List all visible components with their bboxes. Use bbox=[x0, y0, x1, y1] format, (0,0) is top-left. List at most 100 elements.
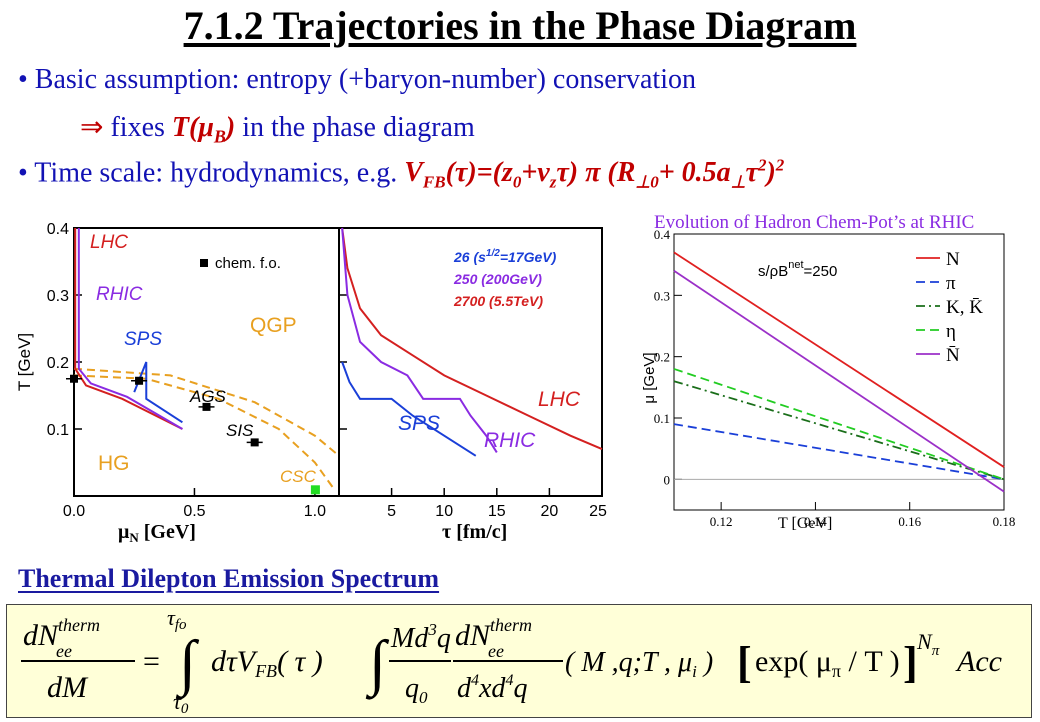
integral-1: ∫ bbox=[175, 629, 200, 700]
label2-sps: SPS bbox=[398, 412, 440, 435]
label-rhic: RHIC bbox=[96, 284, 143, 305]
implies-arrow: ⇒ bbox=[80, 112, 104, 143]
section-subtitle: Thermal Dilepton Emission Spectrum bbox=[18, 564, 440, 593]
chem-pot-xtick-label: 0.18 bbox=[993, 514, 1016, 529]
chem-pot-legend-label-3: η bbox=[946, 321, 956, 342]
panel2-trajectory-1 bbox=[341, 227, 498, 453]
chem-pot-legend: Nπ K, K̄ η N̄ bbox=[916, 249, 983, 366]
chem-pot-xtick-label: 0.12 bbox=[710, 514, 733, 529]
chem-pot-legend-label-1: π bbox=[946, 273, 956, 294]
chem-pot-ticks: 0.12 0.14 0.16 0.18 0 0.1 0.2 0.3 0.4 bbox=[654, 227, 1016, 529]
panel2-xtick-label: 20 bbox=[541, 503, 559, 520]
exp-bracket-close: ] bbox=[903, 638, 918, 687]
chem-pot-ytick-label: 0.4 bbox=[654, 227, 671, 242]
chem-fo-point bbox=[250, 438, 259, 447]
chem-pot-line-2 bbox=[673, 380, 1005, 481]
panel2-xtick-label: 15 bbox=[488, 503, 506, 520]
dilepton-formula-box: dNtherm ee dM = ∫ τfo τ0 dτVFB( τ ) ∫ Md3… bbox=[6, 604, 1032, 718]
panel1-trajectory-0 bbox=[74, 228, 183, 430]
label-sps: SPS bbox=[124, 329, 162, 350]
chem-pot-curves bbox=[673, 251, 1005, 493]
panel2-xlabel: τ [fm/c] bbox=[442, 521, 507, 543]
label-sis: SIS bbox=[226, 421, 254, 440]
chem-pot-xtick-label: 0.14 bbox=[804, 514, 827, 529]
lhs-denominator: dM bbox=[47, 671, 89, 704]
chem-pot-ylabel: μ [GeV] bbox=[641, 352, 658, 403]
panel2-xtick-label: 5 bbox=[387, 503, 396, 520]
label-qgp: QGP bbox=[250, 314, 297, 337]
csc-point bbox=[310, 485, 320, 495]
rate-arguments: ( M ,q;T , μi ) bbox=[565, 647, 713, 681]
panel1-trajectory-1 bbox=[77, 228, 183, 430]
equals-sign: = bbox=[143, 645, 160, 678]
acceptance: Acc bbox=[955, 645, 1002, 678]
label2-rhic: RHIC bbox=[484, 429, 536, 452]
exp-power: Nπ bbox=[916, 629, 940, 659]
integral-2: ∫ bbox=[365, 629, 390, 700]
panel2-xtick-label: 25 bbox=[589, 503, 607, 520]
panel1-ytick-label: 0.4 bbox=[47, 221, 69, 238]
lhs-numerator: dNtherm ee bbox=[23, 615, 100, 661]
panel1-phase-boundary-1 bbox=[73, 367, 340, 457]
exp-bracket-open: [ bbox=[737, 638, 752, 687]
legend-sps-label: 26 (s1/2=17GeV) bbox=[453, 248, 557, 265]
panel1-xtick-label: 0.5 bbox=[183, 503, 205, 520]
integral-upper: τfo bbox=[167, 605, 187, 633]
chem-pot-frame bbox=[673, 233, 1005, 511]
panel2-xtick-label: 10 bbox=[435, 503, 453, 520]
integral-1-body: dτVFB( τ ) bbox=[211, 645, 323, 681]
bullet-assumption: • Basic assumption: entropy (+baryon-num… bbox=[18, 64, 696, 95]
chem-pot-xlabel: T [GeV] bbox=[778, 515, 832, 532]
label-hg: HG bbox=[98, 452, 130, 475]
chem-fo-point bbox=[135, 376, 144, 385]
label-ags: AGS bbox=[189, 387, 227, 406]
dilepton-formula: dNtherm ee dM = ∫ τfo τ0 dτVFB( τ ) ∫ Md3… bbox=[21, 605, 1002, 717]
panel2-trajectory-2 bbox=[341, 361, 477, 457]
chem-pot-legend-label-2: K, K̄ bbox=[946, 297, 983, 318]
t-mu-formula: T(μB) bbox=[171, 112, 236, 147]
chem-pot-chart: Evolution of Hadron Chem-Pot’s at RHIC 0… bbox=[630, 198, 1036, 542]
chem-pot-legend-label-4: N̄ bbox=[946, 345, 960, 366]
label2-lhc: LHC bbox=[538, 388, 581, 411]
chem-fo-point bbox=[202, 402, 211, 411]
exp-body: exp( μπ / T ) bbox=[755, 645, 900, 681]
panel1-xtick-label: 1.0 bbox=[304, 503, 326, 520]
legend-chem-fo-marker bbox=[200, 259, 208, 267]
panel1-ytick-label: 0.1 bbox=[47, 422, 69, 439]
legend-lhc-label: 2700 (5.5TeV) bbox=[453, 293, 543, 309]
panel1-ylabel: T [GeV] bbox=[15, 333, 34, 391]
legend-rhic-label: 250 (200GeV) bbox=[453, 271, 542, 287]
panel1-chem-fo-points bbox=[66, 374, 320, 495]
panel2-curves bbox=[341, 227, 603, 457]
vfb-formula: VFB(τ)=(z0+vzτ) π (R⊥0+ 0.5a⊥τ2)2 bbox=[404, 156, 785, 192]
panel1-ytick-label: 0.2 bbox=[47, 355, 69, 372]
chem-pot-line-3 bbox=[673, 368, 1005, 481]
bullet-fixes: ⇒ fixes T(μB) in the phase diagram bbox=[80, 110, 475, 148]
chem-pot-legend-label-0: N bbox=[946, 249, 960, 270]
chem-pot-ytick-label: 0.3 bbox=[654, 288, 670, 303]
chem-pot-line-4 bbox=[673, 270, 1005, 493]
label-csc: CSC bbox=[280, 467, 317, 486]
panel1-xtick-label: 0.0 bbox=[63, 503, 85, 520]
rate-numerator: dNtherm ee bbox=[455, 615, 532, 661]
chem-pot-title: Evolution of Hadron Chem-Pot’s at RHIC bbox=[654, 212, 974, 233]
rate-denominator: d4xd4q bbox=[457, 672, 527, 704]
chem-pot-xtick-label: 0.16 bbox=[898, 514, 921, 529]
int2-numerator: Md3q bbox=[390, 620, 451, 654]
bullet-timescale: • Time scale: hydrodynamics, e.g. VFB(τ)… bbox=[18, 156, 784, 193]
chem-pot-ytick-label: 0.1 bbox=[654, 411, 670, 426]
fixes-text: fixes bbox=[103, 112, 172, 143]
chem-pot-ytick-label: 0 bbox=[664, 472, 671, 487]
label-lhc: LHC bbox=[90, 232, 128, 253]
phase-diagram-figure: 0.0 0.5 1.00.10.20.30.4 5 10 15 20 25 T [GeV] … bbox=[8, 212, 620, 550]
slide-title: 7.1.2 Trajectories in the Phase Diagram bbox=[183, 3, 857, 48]
chem-pot-annotation: s/ρBnet=250 bbox=[758, 259, 837, 280]
legend-chem-fo-label: chem. f.o. bbox=[215, 255, 281, 272]
chem-pot-ytick-label: 0.2 bbox=[654, 350, 670, 365]
integral-lower: τ0 bbox=[173, 689, 189, 717]
panel1-ticks: 0.0 0.5 1.0 0.1 0.2 0.3 0.4 bbox=[47, 221, 326, 520]
phase-text: in the phase diagram bbox=[235, 112, 475, 143]
int2-denominator: q0 bbox=[405, 673, 428, 707]
panel1-ytick-label: 0.3 bbox=[47, 288, 69, 305]
chem-pot-line-0 bbox=[673, 251, 1005, 468]
